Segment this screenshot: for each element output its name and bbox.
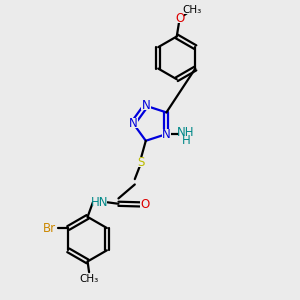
Text: O: O [140, 198, 149, 211]
Text: S: S [138, 156, 145, 169]
FancyBboxPatch shape [136, 158, 146, 167]
Text: CH₃: CH₃ [80, 274, 99, 284]
Text: N: N [129, 117, 137, 130]
Text: CH₃: CH₃ [183, 5, 202, 15]
FancyBboxPatch shape [162, 129, 171, 139]
FancyBboxPatch shape [141, 101, 151, 110]
Text: Br: Br [42, 221, 56, 235]
FancyBboxPatch shape [140, 200, 149, 209]
FancyBboxPatch shape [81, 274, 97, 284]
FancyBboxPatch shape [175, 13, 184, 23]
Text: NH: NH [177, 126, 194, 139]
Text: N: N [141, 99, 150, 112]
FancyBboxPatch shape [128, 118, 138, 128]
Text: HN: HN [91, 196, 109, 209]
Text: O: O [175, 11, 184, 25]
FancyBboxPatch shape [184, 5, 200, 14]
Text: H: H [182, 134, 191, 147]
FancyBboxPatch shape [42, 223, 56, 233]
FancyBboxPatch shape [93, 197, 107, 207]
Text: N: N [162, 128, 171, 141]
FancyBboxPatch shape [182, 136, 190, 145]
FancyBboxPatch shape [178, 128, 193, 137]
